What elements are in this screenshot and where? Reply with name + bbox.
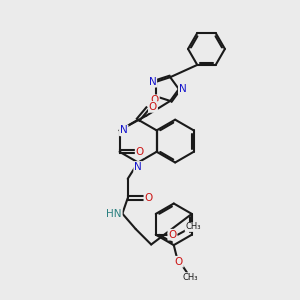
Text: O: O bbox=[136, 147, 144, 157]
Text: O: O bbox=[151, 95, 159, 105]
Text: O: O bbox=[168, 230, 176, 240]
Text: N: N bbox=[120, 125, 127, 135]
Text: N: N bbox=[134, 162, 142, 172]
Text: N: N bbox=[179, 84, 187, 94]
Text: O: O bbox=[149, 102, 157, 112]
Text: O: O bbox=[175, 257, 183, 267]
Text: CH₃: CH₃ bbox=[185, 223, 201, 232]
Text: O: O bbox=[144, 193, 153, 203]
Text: N: N bbox=[148, 77, 156, 87]
Text: HN: HN bbox=[106, 208, 122, 219]
Text: CH₃: CH₃ bbox=[182, 273, 198, 282]
